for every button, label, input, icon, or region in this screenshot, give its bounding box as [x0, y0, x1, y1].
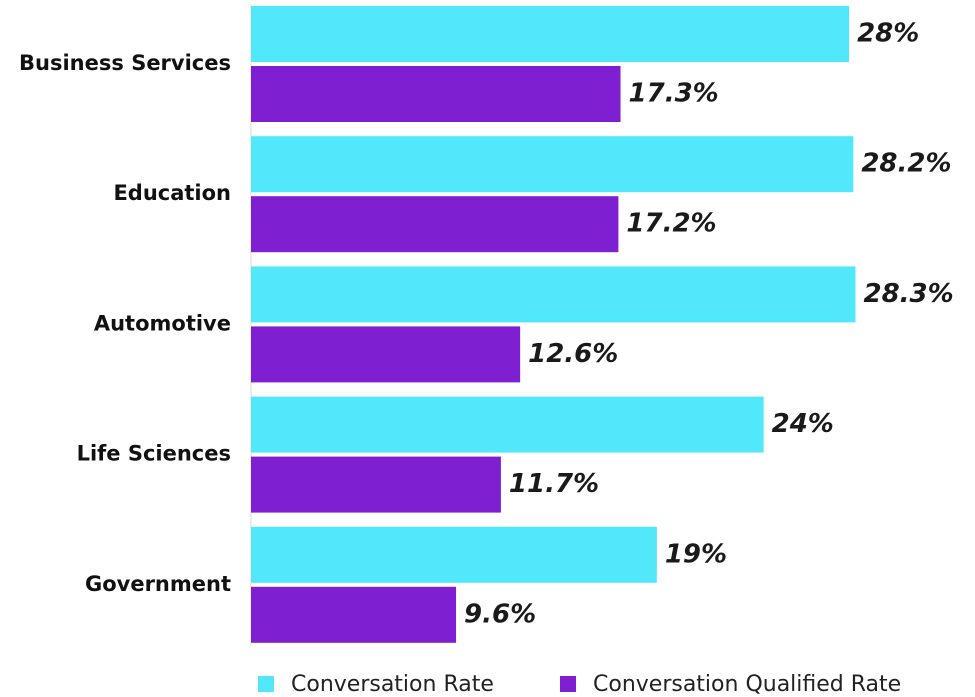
- category-label: Business Services: [19, 51, 231, 75]
- bar: [251, 396, 764, 453]
- bar: [251, 526, 657, 583]
- value-label: 24%: [772, 409, 834, 439]
- value-label: 28.3%: [863, 279, 953, 309]
- category-label: Government: [85, 572, 231, 596]
- value-label: 11.7%: [509, 469, 599, 499]
- legend-swatch: [258, 676, 274, 692]
- value-label: 17.3%: [629, 79, 719, 109]
- legend-label: Conversation Qualified Rate: [593, 672, 901, 697]
- value-label: 28.2%: [861, 149, 951, 179]
- category-label: Education: [113, 181, 231, 205]
- legend-swatch: [560, 676, 576, 692]
- bar: [251, 136, 854, 193]
- bar: [251, 456, 501, 513]
- value-label: 28%: [857, 19, 919, 49]
- value-label: 9.6%: [464, 599, 536, 629]
- bar: [251, 266, 856, 323]
- bar: [251, 196, 619, 253]
- bar: [251, 66, 621, 122]
- value-label: 17.2%: [626, 209, 716, 239]
- category-label: Life Sciences: [77, 442, 231, 466]
- category-label: Automotive: [94, 311, 231, 335]
- value-label: 12.6%: [528, 339, 618, 369]
- legend-label: Conversation Rate: [291, 672, 494, 697]
- bar: [251, 6, 850, 62]
- bar: [251, 326, 521, 383]
- bar: [251, 586, 457, 643]
- value-label: 19%: [665, 539, 727, 569]
